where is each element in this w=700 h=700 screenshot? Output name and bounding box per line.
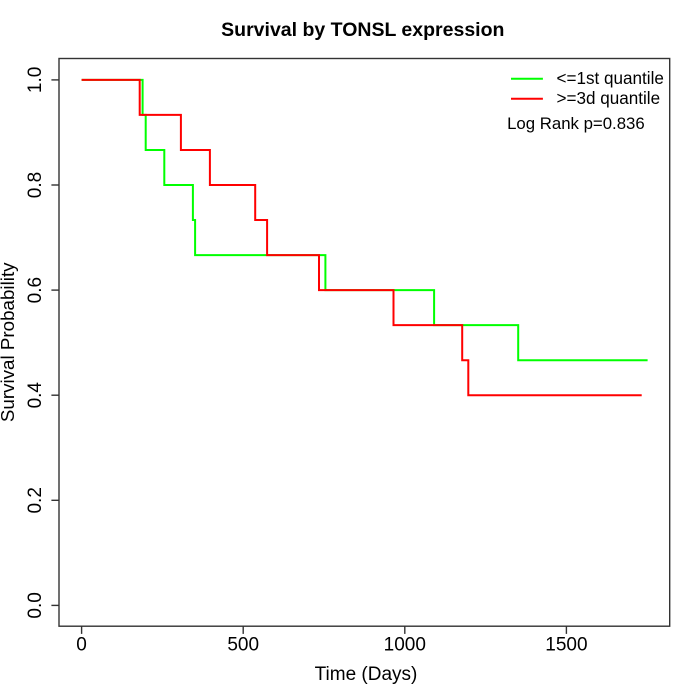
svg-text:>=3d quantile: >=3d quantile <box>557 89 661 108</box>
svg-text:Survival Probability: Survival Probability <box>0 262 18 422</box>
svg-text:Time (Days): Time (Days) <box>315 664 418 685</box>
svg-text:0.2: 0.2 <box>25 487 46 513</box>
svg-text:1000: 1000 <box>384 635 426 656</box>
svg-text:<=1st quantile: <=1st quantile <box>557 69 664 88</box>
svg-text:1500: 1500 <box>545 635 587 656</box>
svg-text:500: 500 <box>227 635 259 656</box>
svg-text:1.0: 1.0 <box>25 67 46 93</box>
svg-text:0.4: 0.4 <box>25 382 46 409</box>
svg-text:0.6: 0.6 <box>25 277 46 303</box>
svg-text:0.0: 0.0 <box>25 592 46 618</box>
svg-text:0: 0 <box>76 635 87 656</box>
svg-text:0.8: 0.8 <box>25 172 46 198</box>
svg-text:Survival by TONSL expression: Survival by TONSL expression <box>221 19 504 41</box>
svg-text:Log Rank p=0.836: Log Rank p=0.836 <box>507 114 645 133</box>
